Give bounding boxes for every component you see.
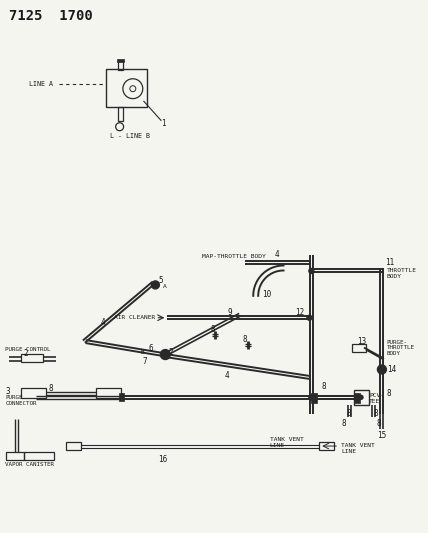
Text: 13: 13 [357, 337, 366, 345]
Text: 12: 12 [295, 308, 305, 317]
Text: VAPOR CANISTER: VAPOR CANISTER [6, 462, 54, 467]
Text: 8: 8 [48, 384, 53, 393]
Bar [352, 344, 366, 352]
Text: 15: 15 [377, 431, 386, 440]
Text: 7125  1700: 7125 1700 [9, 10, 93, 23]
Text: 6: 6 [149, 344, 153, 353]
Text: 5: 5 [158, 276, 163, 285]
Text: PURGE
CONNECTOR: PURGE CONNECTOR [6, 395, 37, 406]
Circle shape [309, 269, 314, 273]
Text: PURGE-
THROTTLE
BODY: PURGE- THROTTLE BODY [387, 340, 415, 356]
Text: 8: 8 [374, 409, 379, 418]
Text: 2: 2 [168, 348, 173, 357]
Circle shape [152, 281, 159, 289]
Bar [118, 107, 122, 121]
Text: TANK VENT
LINE: TANK VENT LINE [270, 437, 303, 448]
Circle shape [307, 315, 312, 320]
Bar [319, 442, 334, 450]
Text: 1: 1 [161, 119, 166, 128]
Circle shape [377, 365, 386, 374]
Text: 11: 11 [385, 258, 394, 267]
Bar [24, 452, 54, 460]
Text: THROTTLE
BODY: THROTTLE BODY [387, 268, 417, 279]
Text: 8: 8 [387, 389, 392, 398]
Text: 8: 8 [243, 335, 247, 344]
Text: 8: 8 [377, 419, 381, 428]
Text: 2: 2 [23, 349, 28, 358]
Bar [96, 389, 121, 398]
Bar [354, 390, 369, 405]
Text: 10: 10 [262, 290, 271, 299]
Text: L - LINE B: L - LINE B [110, 133, 150, 139]
Text: LINE A: LINE A [29, 81, 53, 87]
Bar [6, 452, 24, 460]
Text: 8: 8 [346, 409, 351, 418]
Text: 8: 8 [341, 419, 346, 428]
Text: MAP-THROTTLE BODY: MAP-THROTTLE BODY [202, 254, 266, 259]
Text: 4: 4 [275, 250, 279, 259]
Text: B: B [140, 350, 144, 354]
Bar [311, 393, 317, 403]
Circle shape [309, 395, 314, 400]
Text: PCV-
TEE: PCV- TEE [369, 393, 384, 404]
Bar [119, 393, 124, 401]
Text: PURGE CONTROL: PURGE CONTROL [6, 346, 51, 352]
Text: A: A [163, 284, 167, 289]
Text: 8: 8 [210, 325, 215, 334]
Text: TANK VENT
LINE: TANK VENT LINE [341, 443, 375, 454]
Bar [118, 61, 122, 70]
Bar [21, 389, 46, 398]
Text: 4: 4 [225, 372, 229, 381]
Text: 8: 8 [321, 382, 326, 391]
Text: 14: 14 [387, 366, 396, 375]
Bar [354, 393, 360, 403]
Text: 4: 4 [101, 318, 105, 327]
Circle shape [359, 395, 363, 399]
Bar [117, 59, 124, 62]
Text: AIR CLEANER: AIR CLEANER [114, 315, 155, 320]
Text: 16: 16 [158, 455, 168, 464]
Circle shape [160, 350, 170, 360]
Text: 9: 9 [228, 308, 232, 317]
Bar [66, 442, 81, 450]
Text: 7: 7 [143, 357, 147, 366]
Bar [21, 353, 43, 361]
Text: 3: 3 [6, 387, 10, 397]
Bar [106, 69, 147, 107]
